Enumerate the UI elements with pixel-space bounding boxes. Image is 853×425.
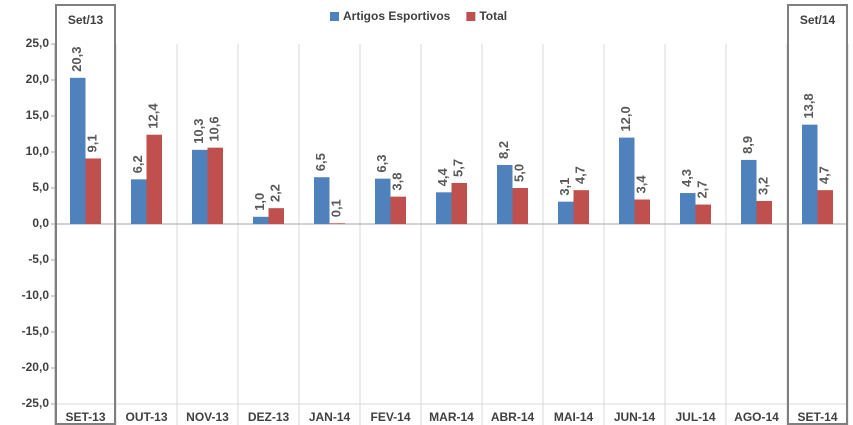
bar [451, 182, 467, 224]
y-tick-label: 10,0 [26, 144, 50, 158]
value-label: 12,0 [618, 106, 633, 131]
bar [146, 134, 162, 224]
highlight-box [55, 4, 116, 425]
value-label: 4,3 [679, 169, 694, 187]
bar [695, 204, 711, 224]
value-label: 1,0 [252, 193, 267, 211]
bar [558, 201, 574, 224]
value-label: 2,2 [268, 184, 283, 202]
x-tick-label: JUN-14 [614, 410, 656, 424]
legend-label: Total [479, 9, 507, 23]
value-label: 12,4 [146, 103, 161, 129]
value-label: 13,8 [801, 93, 816, 118]
x-tick-label: MAR-14 [429, 410, 474, 424]
value-label: 3,1 [557, 178, 572, 196]
value-label: 4,7 [817, 166, 832, 184]
value-label: 6,3 [374, 155, 389, 173]
bar [192, 149, 208, 224]
value-label: 6,5 [313, 153, 328, 171]
bar [207, 147, 223, 224]
x-tick-label: AGO-14 [734, 410, 779, 424]
bar [436, 192, 452, 224]
value-label: 8,2 [496, 141, 511, 159]
x-tick-label: JAN-14 [309, 410, 351, 424]
bar [268, 208, 284, 224]
value-label: 4,7 [573, 166, 588, 184]
y-tick-label: -10,0 [22, 288, 50, 302]
legend-label: Artigos Esportivos [343, 9, 451, 23]
x-tick-label: MAI-14 [554, 410, 594, 424]
y-tick-label: 5,0 [32, 180, 49, 194]
bar [817, 190, 833, 224]
highlight-box [787, 4, 848, 425]
value-label: 3,4 [634, 175, 649, 194]
legend-swatch [330, 12, 339, 21]
bar [390, 196, 406, 224]
annotation: Set/13 [68, 13, 104, 27]
y-tick-label: -25,0 [22, 396, 50, 410]
bar [131, 179, 147, 224]
x-tick-label: DEZ-13 [248, 410, 290, 424]
x-tick-label: JUL-14 [675, 410, 715, 424]
x-tick-label: OUT-13 [125, 410, 167, 424]
value-label: 8,9 [740, 136, 755, 154]
bar [756, 200, 772, 224]
bar [85, 158, 101, 224]
value-label: 3,2 [756, 177, 771, 195]
bar [497, 164, 513, 224]
value-label: 10,6 [207, 116, 222, 141]
x-tick-label: NOV-13 [186, 410, 229, 424]
value-label: 5,7 [451, 159, 466, 177]
value-label: 5,0 [512, 164, 527, 182]
legend-swatch [466, 12, 476, 21]
x-tick-label: SET-13 [65, 410, 105, 424]
value-label: 4,4 [435, 167, 450, 186]
bar [634, 199, 650, 224]
bar [253, 216, 269, 224]
value-label: 3,8 [390, 173, 405, 191]
bar [619, 137, 635, 224]
value-label: 6,2 [130, 155, 145, 173]
value-label: 9,1 [85, 134, 100, 152]
annotation: Set/14 [800, 13, 836, 27]
y-tick-label: 15,0 [26, 108, 50, 122]
bar [802, 124, 818, 224]
x-tick-label: SET-14 [797, 410, 837, 424]
value-label: 2,7 [695, 180, 710, 198]
bar [741, 159, 757, 224]
bar [512, 188, 528, 224]
x-tick-label: ABR-14 [491, 410, 535, 424]
y-tick-label: 0,0 [32, 216, 49, 230]
bar [70, 77, 86, 224]
value-label: 10,3 [191, 119, 206, 144]
x-tick-label: FEV-14 [370, 410, 410, 424]
bar [573, 190, 589, 224]
y-tick-label: 20,0 [26, 72, 50, 86]
value-label: 20,3 [69, 47, 84, 72]
y-tick-label: 25,0 [26, 36, 50, 50]
value-label: 0,1 [329, 199, 344, 217]
bar [314, 177, 330, 224]
bar [329, 223, 345, 224]
bar [680, 193, 696, 224]
y-tick-label: -20,0 [22, 360, 50, 374]
y-tick-label: -5,0 [28, 252, 49, 266]
y-tick-label: -15,0 [22, 324, 50, 338]
bar [375, 178, 391, 224]
